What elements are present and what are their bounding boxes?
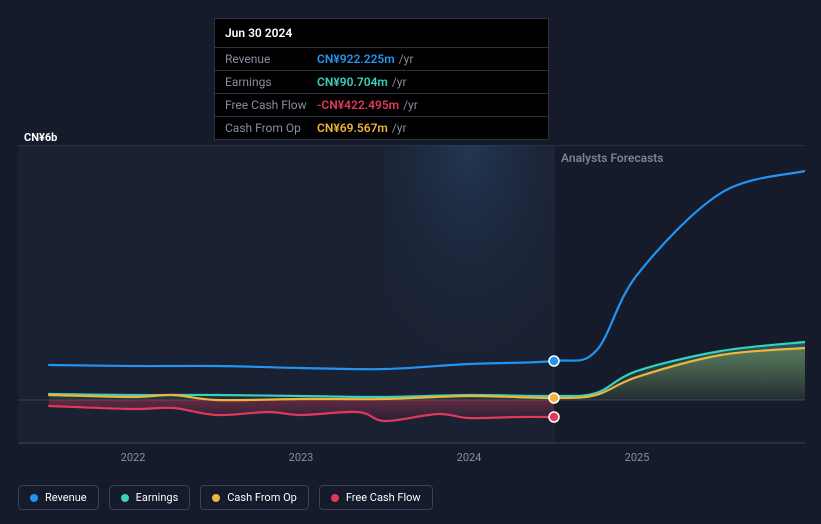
legend-label: Earnings [136, 491, 179, 504]
series-marker [549, 356, 559, 366]
tooltip-unit: /yr [399, 52, 414, 66]
tooltip-date: Jun 30 2024 [215, 19, 548, 47]
legend-label: Free Cash Flow [346, 491, 421, 504]
tooltip-metric-value: -CN¥422.495m [317, 98, 399, 112]
legend-item-cash-from-op[interactable]: Cash From Op [200, 485, 309, 510]
tooltip-unit: /yr [403, 98, 418, 112]
tooltip-row: Cash From OpCN¥69.567m/yr [215, 116, 548, 139]
tooltip-metric-value: CN¥90.704m [317, 75, 388, 89]
tooltip-metric-label: Free Cash Flow [225, 98, 317, 112]
x-axis-label: 2024 [457, 451, 482, 464]
legend-label: Revenue [45, 491, 87, 504]
tooltip-metric-label: Earnings [225, 75, 317, 89]
legend-dot-icon [121, 494, 129, 502]
legend-item-earnings[interactable]: Earnings [109, 485, 191, 510]
tooltip-metric-label: Cash From Op [225, 121, 317, 135]
tooltip-unit: /yr [392, 121, 407, 135]
legend-label: Cash From Op [227, 491, 297, 504]
series-marker [549, 412, 559, 422]
x-axis-label: 2023 [289, 451, 314, 464]
tooltip-row: EarningsCN¥90.704m/yr [215, 70, 548, 93]
legend-item-revenue[interactable]: Revenue [18, 485, 99, 510]
chart-tooltip: Jun 30 2024 RevenueCN¥922.225m/yrEarning… [214, 18, 549, 140]
chart-legend: Revenue Earnings Cash From Op Free Cash Flo… [18, 485, 433, 510]
tooltip-metric-label: Revenue [225, 52, 317, 66]
x-axis-label: 2022 [121, 451, 146, 464]
tooltip-metric-value: CN¥69.567m [317, 121, 388, 135]
legend-dot-icon [30, 494, 38, 502]
tooltip-metric-value: CN¥922.225m [317, 52, 395, 66]
series-marker [549, 393, 559, 403]
tooltip-unit: /yr [392, 75, 407, 89]
line-chart [18, 145, 805, 445]
legend-dot-icon [212, 494, 220, 502]
x-axis-label: 2025 [625, 451, 650, 464]
legend-dot-icon [331, 494, 339, 502]
tooltip-row: Free Cash Flow-CN¥422.495m/yr [215, 93, 548, 116]
tooltip-row: RevenueCN¥922.225m/yr [215, 47, 548, 70]
legend-item-free-cash-flow[interactable]: Free Cash Flow [319, 485, 433, 510]
y-axis-label: CN¥6b [24, 131, 57, 144]
